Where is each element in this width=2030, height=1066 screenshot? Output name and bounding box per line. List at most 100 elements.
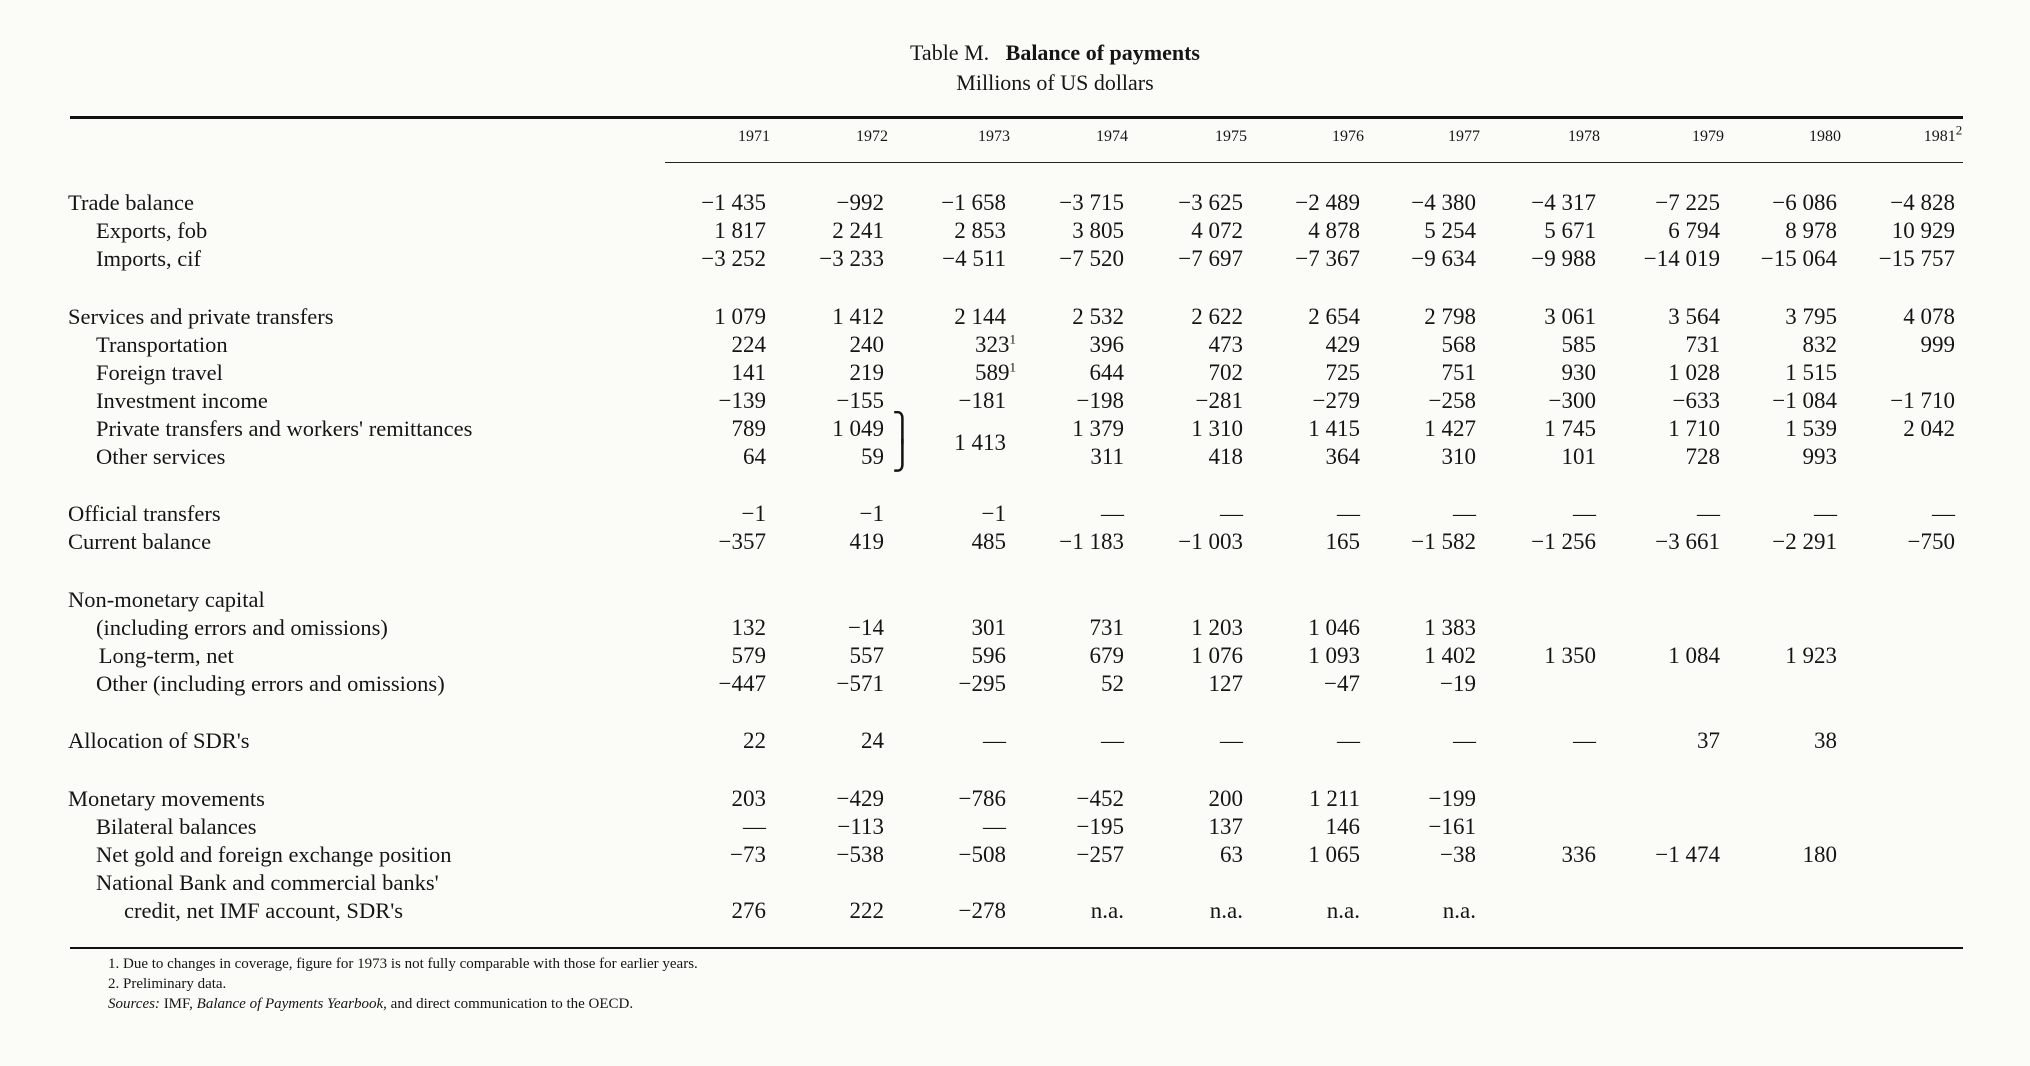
row-label: National Bank and commercial banks' bbox=[96, 870, 439, 895]
table-cell: 1 515 bbox=[1785, 360, 1837, 385]
table-cell: −1 bbox=[741, 501, 766, 526]
table-cell: −278 bbox=[958, 898, 1006, 923]
table-cell: 222 bbox=[849, 898, 885, 923]
year-header: 1971 bbox=[738, 128, 770, 145]
table-cell: 22 bbox=[743, 728, 766, 753]
row-label: Non-monetary capital bbox=[68, 587, 265, 612]
table-cell: −15 757 bbox=[1878, 246, 1955, 271]
table-cell: 64 bbox=[743, 444, 766, 469]
table-cell: 751 bbox=[1441, 360, 1477, 385]
table-cell: 240 bbox=[849, 332, 885, 357]
table-cell: −7 225 bbox=[1655, 190, 1720, 215]
table-cell: 4 078 bbox=[1903, 304, 1955, 329]
table-cell: 2 622 bbox=[1191, 304, 1243, 329]
table-cell: — bbox=[1814, 501, 1837, 526]
table-cell: 702 bbox=[1208, 360, 1244, 385]
table-cell: −19 bbox=[1440, 671, 1476, 696]
table-cell: 1 028 bbox=[1668, 360, 1720, 385]
year-header: 1980 bbox=[1809, 128, 1841, 145]
sources-post: , and direct communication to the OECD. bbox=[383, 996, 634, 1012]
table-cell: 1 310 bbox=[1191, 416, 1243, 441]
year-header: 1974 bbox=[1096, 128, 1128, 145]
table-cell: 2 853 bbox=[954, 218, 1006, 243]
table-cell: — bbox=[983, 814, 1006, 839]
table-cell: −1 474 bbox=[1655, 842, 1720, 867]
table-cell: n.a. bbox=[1326, 898, 1360, 923]
table-cell: −452 bbox=[1076, 786, 1124, 811]
merged-cell-1973: 1 413 bbox=[954, 430, 1006, 455]
row-label: Other (including errors and omissions) bbox=[96, 671, 445, 696]
table-cell: 52 bbox=[1101, 671, 1124, 696]
table-cell: 127 bbox=[1208, 671, 1244, 696]
table-cell: −3 233 bbox=[819, 246, 884, 271]
table-cell: 396 bbox=[1089, 332, 1125, 357]
table-cell: −3 661 bbox=[1655, 529, 1720, 554]
table-cell: — bbox=[1453, 501, 1476, 526]
table-cell: −2 489 bbox=[1295, 190, 1360, 215]
table-cell: 165 bbox=[1325, 529, 1361, 554]
table-cell: 203 bbox=[731, 786, 767, 811]
table-cell: −429 bbox=[836, 786, 884, 811]
table-cell: 1 203 bbox=[1191, 615, 1243, 640]
table-cell: 146 bbox=[1325, 814, 1361, 839]
table-cell: −155 bbox=[836, 388, 884, 413]
table-cell: −1 582 bbox=[1411, 529, 1476, 554]
row-label: Transportation bbox=[96, 332, 228, 357]
table-cell: −38 bbox=[1440, 842, 1476, 867]
table-cell: 8 978 bbox=[1785, 218, 1837, 243]
table-cell: — bbox=[1697, 501, 1720, 526]
table-cell: −571 bbox=[836, 671, 884, 696]
table-cell: 219 bbox=[849, 360, 885, 385]
year-header: 1977 bbox=[1448, 128, 1480, 145]
table-cell: 5891 bbox=[975, 359, 1016, 385]
table-cell: −1 bbox=[859, 501, 884, 526]
table-cell: −4 828 bbox=[1890, 190, 1955, 215]
table-cell: 731 bbox=[1685, 332, 1721, 357]
table-cell: — bbox=[1337, 728, 1360, 753]
table-cell: 1 079 bbox=[714, 304, 766, 329]
table-cell: 2 042 bbox=[1903, 416, 1955, 441]
table-cell: 1 383 bbox=[1424, 615, 1476, 640]
table-cell: −1 658 bbox=[941, 190, 1006, 215]
table-cell: 731 bbox=[1089, 615, 1125, 640]
table-cell: 132 bbox=[731, 615, 767, 640]
table-cell: −992 bbox=[836, 190, 884, 215]
table-cell: −161 bbox=[1428, 814, 1476, 839]
table-cell: 568 bbox=[1441, 332, 1477, 357]
year-header: 1978 bbox=[1568, 128, 1600, 145]
table-cell: −538 bbox=[836, 842, 884, 867]
sources-note: Sources: IMF, Balance of Payments Yearbo… bbox=[108, 994, 698, 1014]
table-title: Table M. Balance of payments Millions of… bbox=[0, 38, 2030, 98]
row-label: Exports, fob bbox=[96, 218, 208, 243]
table-cell: 336 bbox=[1561, 842, 1597, 867]
table-cell: 37 bbox=[1697, 728, 1720, 753]
row-label: Services and private transfers bbox=[68, 304, 334, 329]
table-subtitle: Millions of US dollars bbox=[956, 70, 1154, 95]
table-cell: — bbox=[1453, 728, 1476, 753]
table-cell: −3 252 bbox=[701, 246, 766, 271]
table-cell: 5 254 bbox=[1424, 218, 1476, 243]
table-cell: — bbox=[1101, 501, 1124, 526]
table-cell: −14 bbox=[848, 615, 884, 640]
table-cell: −1 183 bbox=[1059, 529, 1124, 554]
year-header: 19812 bbox=[1923, 122, 1963, 145]
table-cell: 3231 bbox=[975, 331, 1016, 357]
table-cell: 59 bbox=[861, 444, 884, 469]
footnotes: 1. Due to changes in coverage, figure fo… bbox=[108, 954, 698, 1014]
table-cell: −1 256 bbox=[1531, 529, 1596, 554]
row-label: Long-term, net bbox=[98, 643, 234, 668]
table-cell: 3 564 bbox=[1668, 304, 1720, 329]
table-cell: −1 003 bbox=[1178, 529, 1243, 554]
table-cell: 200 bbox=[1208, 786, 1244, 811]
table-cell: 6 794 bbox=[1668, 218, 1720, 243]
table-cell: −4 380 bbox=[1411, 190, 1476, 215]
row-label: Trade balance bbox=[68, 190, 194, 215]
table-cell: −9 988 bbox=[1531, 246, 1596, 271]
table-cell: 1 710 bbox=[1668, 416, 1720, 441]
table-cell: −1 710 bbox=[1890, 388, 1955, 413]
table-cell: 1 412 bbox=[832, 304, 884, 329]
table-cell: −4 317 bbox=[1531, 190, 1596, 215]
table-cell: 63 bbox=[1220, 842, 1243, 867]
table-cell: 1 211 bbox=[1309, 786, 1360, 811]
table-cell: −3 625 bbox=[1178, 190, 1243, 215]
